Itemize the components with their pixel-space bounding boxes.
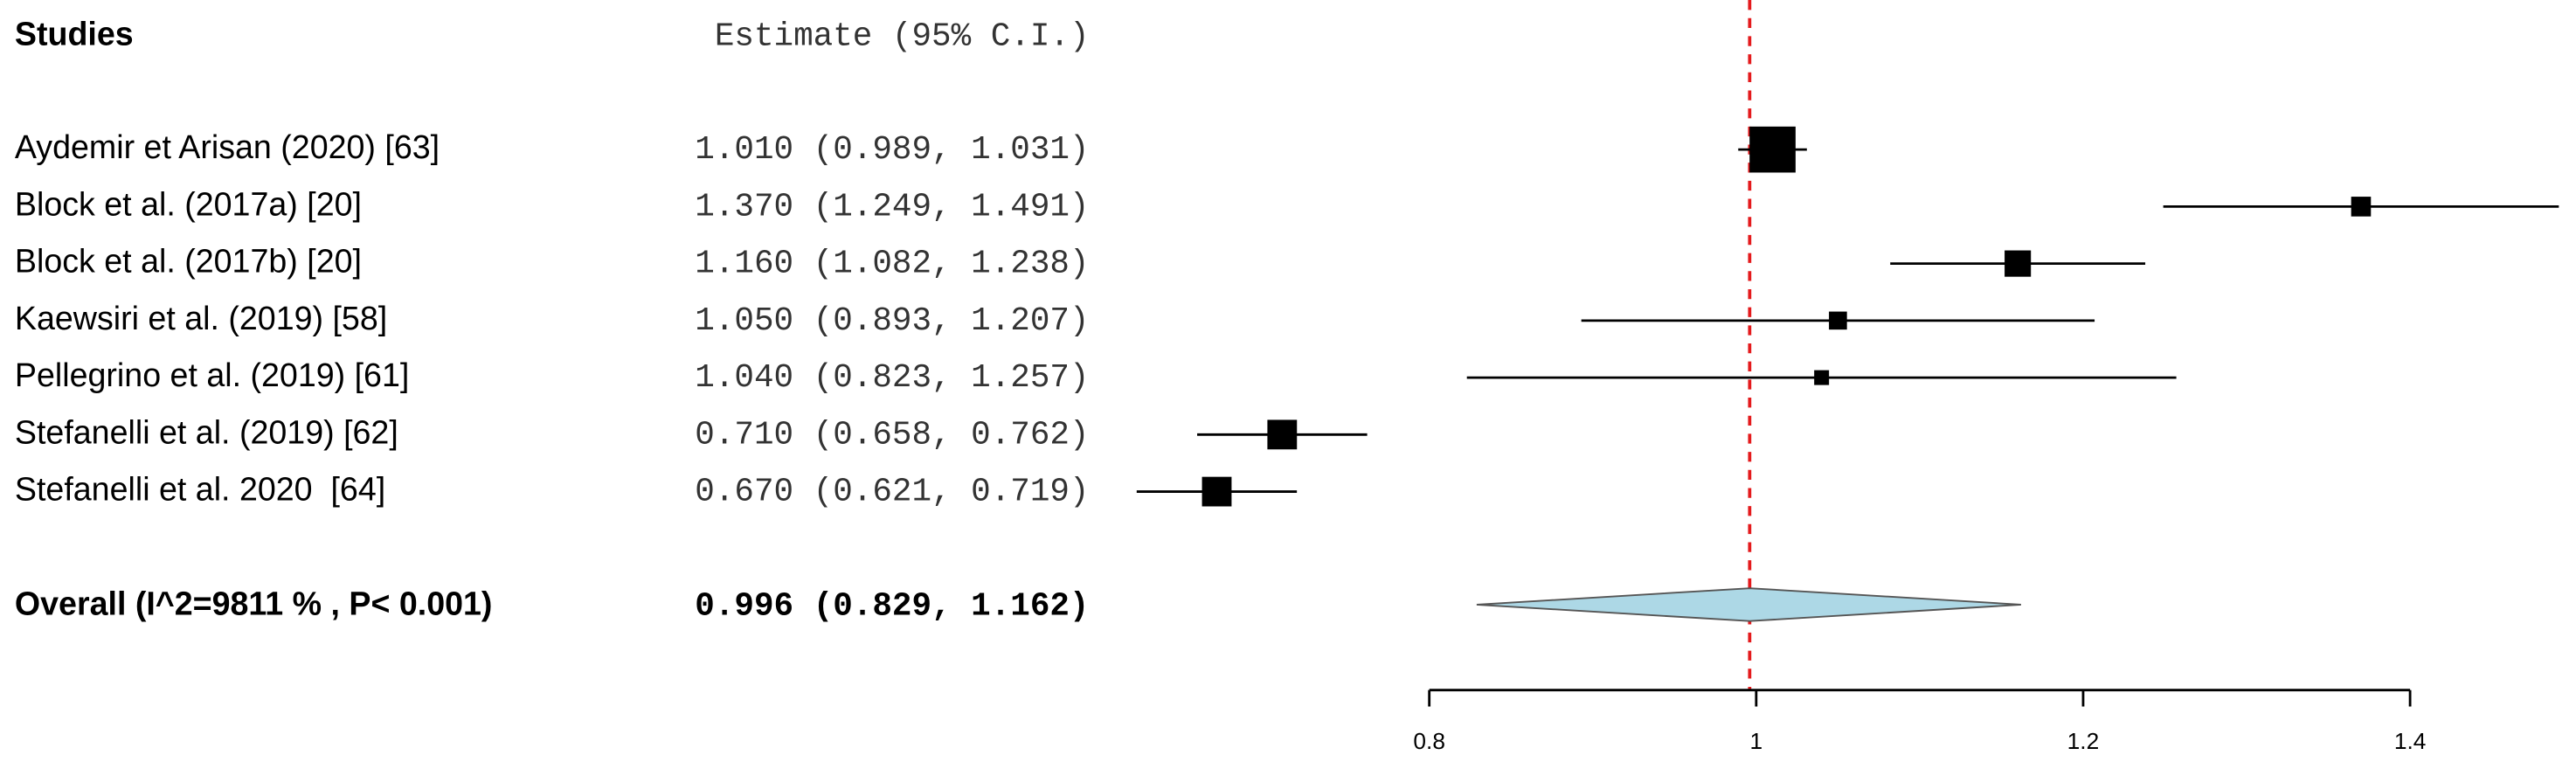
estimate-square (1749, 126, 1796, 173)
estimate-square (1201, 476, 1232, 507)
study-name: Block et al. (2017b) [20] (15, 243, 362, 280)
x-tick-label: 1 (1750, 728, 1763, 754)
estimate-square (1267, 419, 1298, 450)
study-name: Kaewsiri et al. (2019) [58] (15, 300, 387, 336)
x-tick-label: 1.2 (2067, 728, 2100, 754)
study-estimate: 1.050 (0.893, 1.207) (695, 303, 1089, 340)
study-estimate: 1.040 (0.823, 1.257) (695, 360, 1089, 397)
study-estimate: 0.710 (0.658, 0.762) (695, 417, 1089, 454)
study-name: Aydemir et Arisan (2020) [63] (15, 128, 440, 165)
study-estimate: 1.370 (1.249, 1.491) (695, 189, 1089, 225)
column-header: Studies (15, 15, 134, 52)
estimate-square (1829, 311, 1847, 330)
overall-estimate: 0.996 (0.829, 1.162) (695, 589, 1089, 626)
x-tick-label: 0.8 (1413, 728, 1445, 754)
study-name: Block et al. (2017a) [20] (15, 185, 362, 222)
column-header: Estimate (95% C.I.) (715, 18, 1090, 55)
estimate-square (2005, 250, 2032, 277)
study-estimate: 1.160 (1.082, 1.238) (695, 246, 1089, 283)
study-name: Stefanelli et al. 2020 [64] (15, 471, 385, 508)
estimate-square (1814, 370, 1830, 385)
study-estimate: 0.670 (0.621, 0.719) (695, 475, 1089, 511)
overall-label: Overall (I^2=9811 % , P< 0.001) (15, 585, 493, 622)
x-tick-label: 1.4 (2394, 728, 2427, 754)
study-estimate: 1.010 (0.989, 1.031) (695, 132, 1089, 169)
estimate-square (2351, 197, 2372, 217)
study-name: Pellegrino et al. (2019) [61] (15, 357, 409, 393)
overall-diamond (1476, 587, 2021, 622)
study-name: Stefanelli et al. (2019) [62] (15, 413, 398, 450)
